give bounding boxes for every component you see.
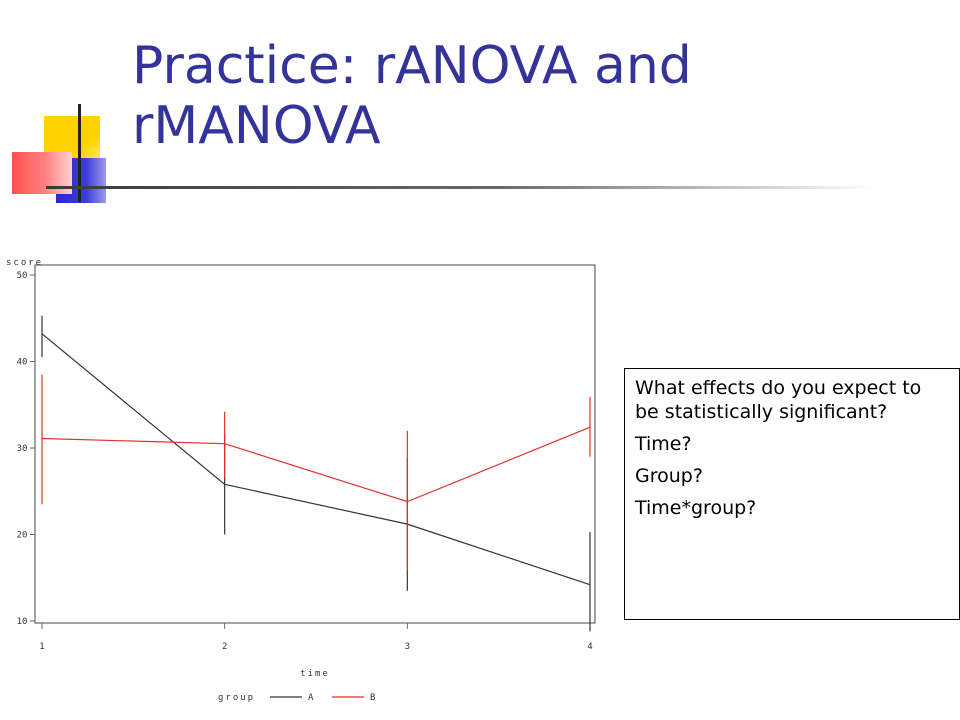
- plot-frame: [34, 264, 596, 624]
- y-tick-label: 40: [17, 358, 28, 368]
- x-tick-label: 2: [222, 642, 227, 652]
- y-tick-label: 50: [17, 271, 28, 281]
- y-ticks: 10 20 30 40 50: [17, 271, 35, 627]
- chart-svg: score time 10 20 30 40 50 1 2 3 4 group A B: [6, 258, 596, 703]
- x-tick-label: 4: [587, 642, 592, 652]
- y-axis-label: score: [6, 258, 43, 268]
- y-tick-label: 20: [17, 531, 28, 541]
- series-line-B: [41, 426, 591, 503]
- decor-vertical-line: [78, 104, 81, 202]
- chart-legend: group A B: [218, 693, 375, 703]
- series-line-A: [41, 333, 591, 586]
- slide-title: Practice: rANOVA and rMANOVA: [132, 36, 692, 156]
- question-box: What effects do you expect to be statist…: [624, 368, 960, 620]
- legend-label-A: A: [308, 693, 314, 703]
- y-tick-label: 30: [17, 444, 28, 454]
- x-tick-label: 3: [405, 642, 410, 652]
- question-text: What effects do you expect to be statist…: [635, 377, 922, 423]
- line-chart: score time 10 20 30 40 50 1 2 3 4 group A B: [0, 203, 608, 720]
- x-ticks: 1 2 3 4: [39, 623, 593, 652]
- option-time-group: Time*group?: [635, 497, 757, 519]
- x-axis-label: time: [300, 669, 330, 679]
- legend-title: group: [218, 693, 255, 703]
- y-tick-label: 10: [17, 617, 28, 627]
- option-time: Time?: [635, 433, 692, 455]
- title-divider: [46, 186, 876, 189]
- option-group: Group?: [635, 465, 703, 487]
- x-tick-label: 1: [39, 642, 44, 652]
- legend-label-B: B: [370, 693, 375, 703]
- series-layer: [41, 315, 591, 632]
